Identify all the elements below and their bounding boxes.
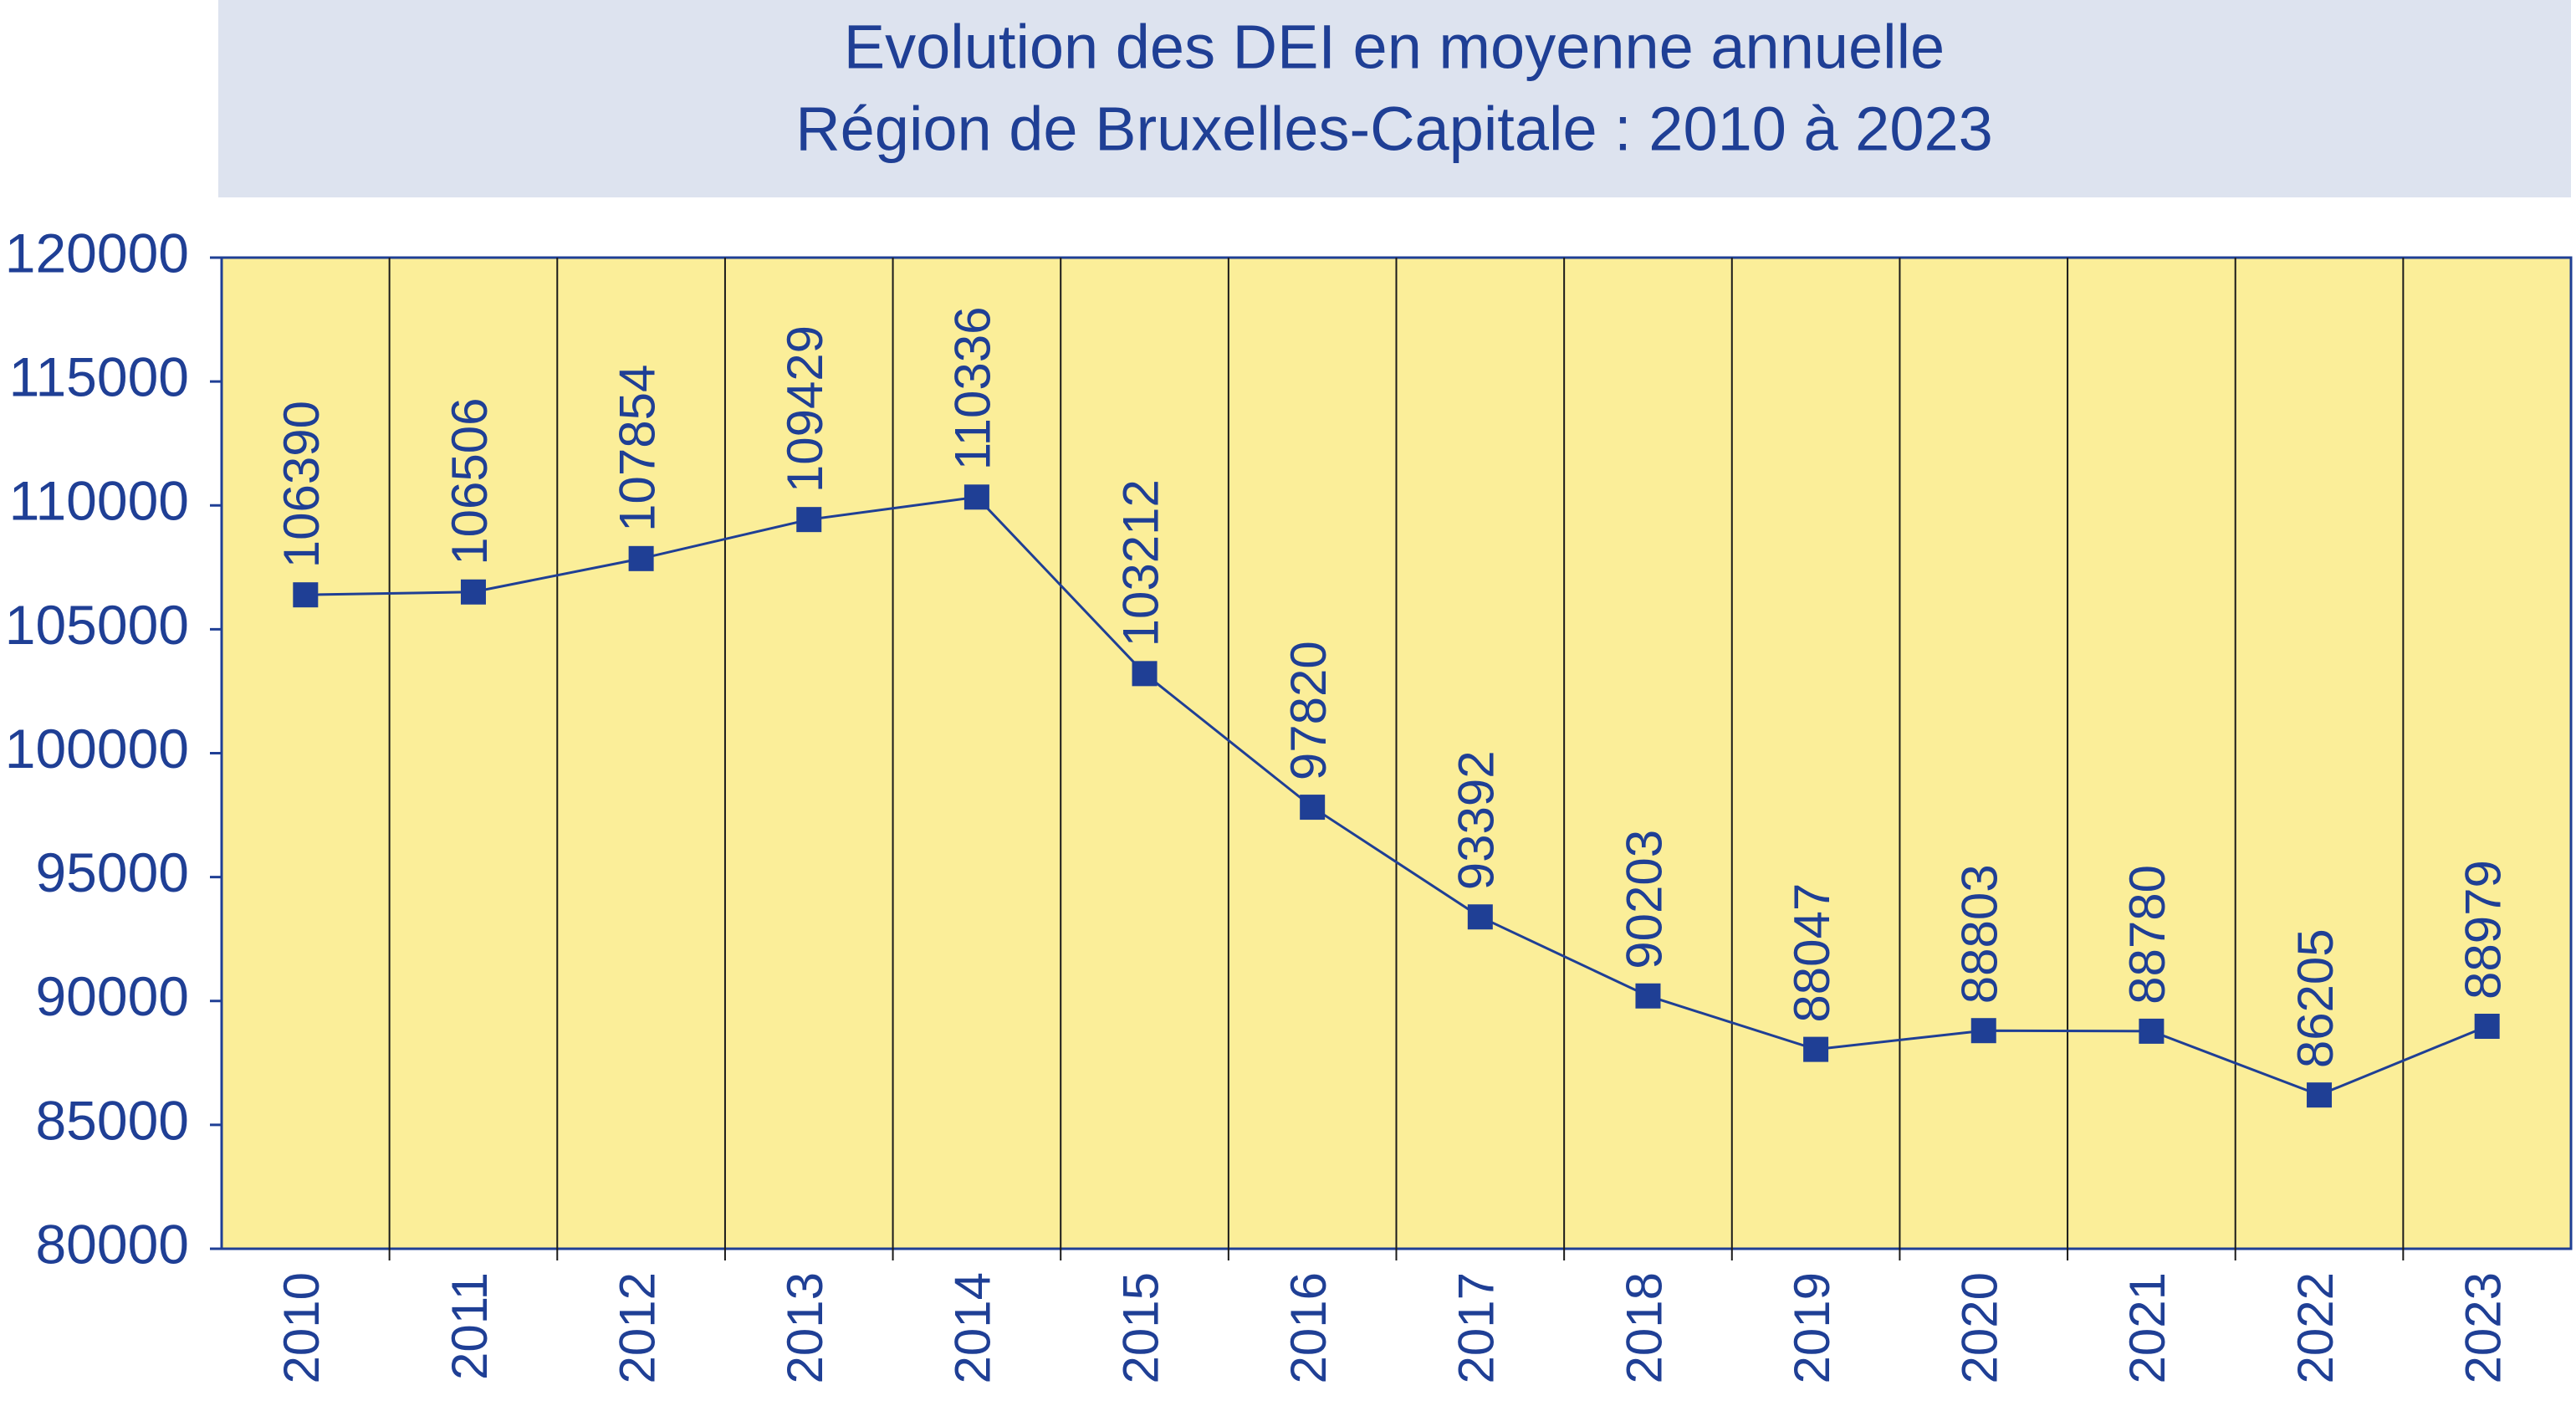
- data-label: 106506: [442, 398, 498, 565]
- x-tick-label: 2014: [945, 1272, 1001, 1383]
- marker: [2474, 1013, 2500, 1039]
- x-tick-label: 2010: [273, 1272, 330, 1383]
- data-label: 88780: [2119, 865, 2175, 1005]
- x-tick-label: 2022: [2287, 1272, 2343, 1383]
- y-tick-label: 80000: [35, 1213, 189, 1275]
- data-label: 88047: [1784, 883, 1840, 1023]
- x-tick-label: 2018: [1616, 1272, 1672, 1383]
- chart-title: Evolution des DEI en moyenne annuelle: [844, 13, 1945, 82]
- y-tick-label: 120000: [5, 222, 189, 284]
- x-tick-label: 2016: [1280, 1272, 1337, 1383]
- marker: [460, 579, 486, 605]
- data-label: 90203: [1616, 830, 1672, 969]
- x-tick-label: 2012: [609, 1272, 665, 1383]
- y-tick-label: 105000: [5, 594, 189, 656]
- data-label: 97820: [1280, 641, 1337, 780]
- marker: [293, 582, 319, 608]
- data-label: 110336: [945, 307, 1001, 471]
- marker: [628, 545, 654, 571]
- y-tick-label: 100000: [5, 718, 189, 780]
- x-tick-label: 2017: [1449, 1272, 1505, 1383]
- data-label: 88979: [2456, 860, 2512, 1000]
- marker: [1635, 983, 1661, 1009]
- x-tick-label: 2023: [2456, 1272, 2512, 1383]
- data-label: 107854: [609, 365, 665, 532]
- data-label: 93392: [1449, 750, 1505, 890]
- marker: [2139, 1018, 2165, 1044]
- y-tick-label: 110000: [9, 470, 189, 532]
- line: [305, 495, 2488, 1097]
- y-tick-label: 90000: [35, 965, 189, 1027]
- x-tick-label: 2015: [1112, 1272, 1168, 1383]
- data-label: 103212: [1112, 479, 1168, 647]
- x-tick-label: 2019: [1784, 1272, 1840, 1383]
- marker: [1132, 661, 1158, 687]
- data-label: 86205: [2287, 928, 2343, 1068]
- marker: [796, 507, 822, 533]
- data-label: 88803: [1952, 864, 2008, 1004]
- marker: [1467, 904, 1493, 930]
- chart-subtitle: Région de Bruxelles-Capitale : 2010 à 20…: [795, 95, 1993, 164]
- marker: [2307, 1082, 2333, 1108]
- y-tick-label: 85000: [35, 1089, 189, 1151]
- x-tick-label: 2020: [1952, 1272, 2008, 1383]
- x-tick-label: 2011: [442, 1272, 498, 1380]
- marker: [963, 484, 989, 510]
- y-tick-label: 115000: [9, 346, 189, 408]
- x-tick-label: 2021: [2119, 1272, 2175, 1383]
- data-label: 106390: [273, 401, 330, 568]
- data-label: 109429: [777, 325, 833, 493]
- y-tick-label: 95000: [35, 841, 189, 903]
- x-tick-label: 2013: [777, 1272, 833, 1383]
- marker: [1970, 1018, 1996, 1044]
- marker: [1300, 795, 1326, 821]
- marker: [1803, 1036, 1829, 1062]
- title-box: [218, 0, 2571, 197]
